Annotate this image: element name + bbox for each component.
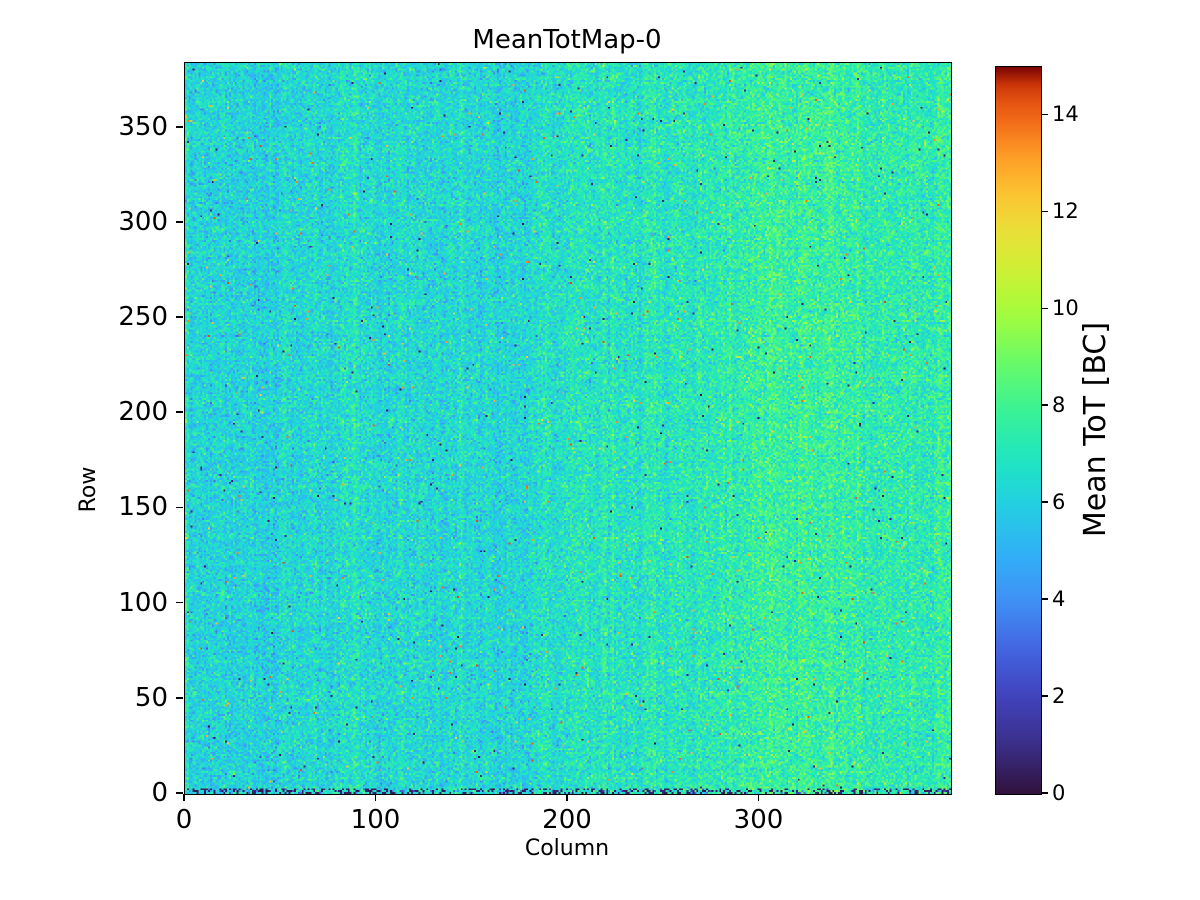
colorbar-tick-mark	[1041, 404, 1049, 407]
colorbar-tick-mark	[1041, 792, 1049, 794]
colorbar-tick-label: 4	[1052, 587, 1066, 612]
colorbar-tick-label: 10	[1052, 296, 1079, 321]
y-tick-label: 250	[118, 302, 168, 333]
x-tick-label: 200	[542, 805, 592, 835]
y-tick-label: 150	[118, 492, 168, 523]
colorbar-tick-label: 6	[1052, 490, 1066, 515]
y-axis-label-container: Row	[72, 62, 106, 793]
y-tick-mark	[175, 221, 183, 223]
colorbar-tick-label: 0	[1052, 781, 1066, 805]
x-tick-label: 0	[175, 805, 193, 835]
y-tick-label: 50	[134, 682, 168, 713]
colorbar-tick-mark	[1041, 598, 1049, 600]
y-tick-mark	[175, 506, 183, 509]
x-tick-mark	[374, 794, 377, 802]
colorbar-tick-mark	[1041, 113, 1049, 116]
colorbar-tick-label: 8	[1052, 393, 1066, 418]
x-tick-mark	[183, 794, 185, 802]
colorbar-tick-label: 2	[1052, 684, 1066, 709]
heatmap-plot-area[interactable]	[184, 62, 952, 795]
colorbar-tick-mark	[1041, 695, 1049, 697]
x-tick-label: 300	[733, 805, 784, 835]
y-tick-mark	[175, 697, 183, 699]
heatmap-image	[185, 63, 951, 794]
y-tick-mark	[175, 411, 183, 414]
colorbar-tick-mark	[1041, 501, 1049, 503]
colorbar[interactable]	[995, 66, 1042, 795]
x-tick-label: 100	[350, 805, 401, 835]
y-tick-mark	[175, 316, 183, 318]
y-tick-label: 350	[118, 111, 168, 142]
colorbar-label: Mean ToT [BC]	[1078, 321, 1113, 538]
x-tick-mark	[566, 794, 568, 802]
colorbar-tick-mark	[1041, 307, 1049, 310]
page-title: MeanTotMap-0	[472, 25, 662, 55]
x-tick-mark	[757, 794, 760, 802]
y-tick-label: 200	[118, 397, 168, 428]
y-tick-label: 0	[151, 778, 168, 808]
y-tick-mark	[175, 601, 183, 604]
colorbar-tick-label: 12	[1052, 199, 1079, 224]
y-tick-label: 300	[118, 206, 168, 237]
y-tick-mark	[175, 792, 183, 794]
colorbar-tick-label: 14	[1052, 102, 1079, 127]
x-axis-label: Column	[524, 836, 610, 861]
y-tick-label: 100	[118, 587, 168, 618]
y-axis-label: Row	[76, 466, 101, 513]
y-tick-mark	[175, 125, 183, 128]
colorbar-tick-mark	[1041, 210, 1049, 213]
colorbar-label-container: Mean ToT [BC]	[1078, 66, 1114, 793]
colorbar-gradient	[996, 67, 1041, 794]
